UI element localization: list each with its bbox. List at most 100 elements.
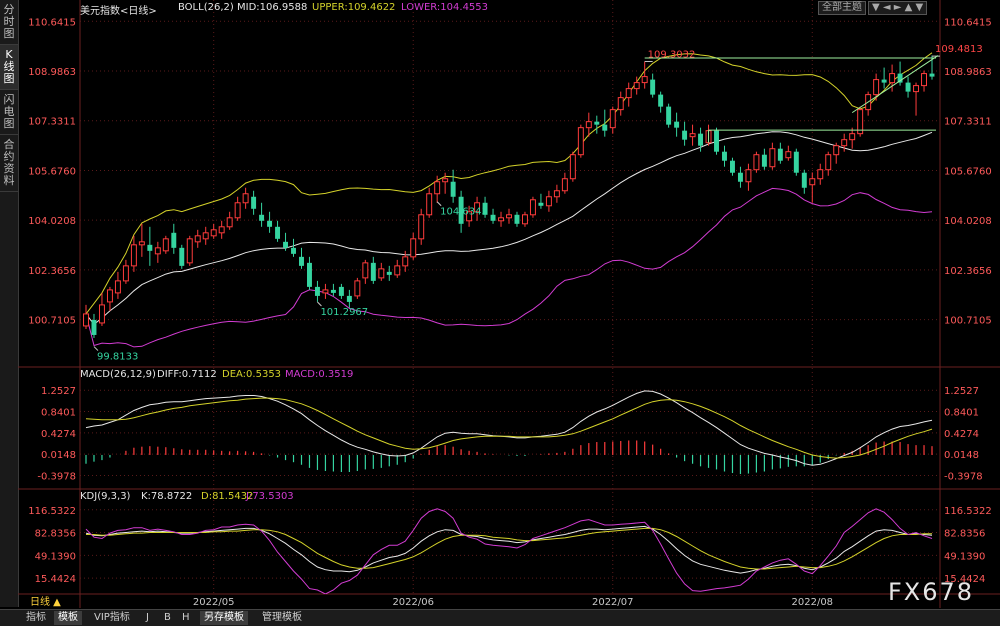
- tab-h[interactable]: H: [182, 612, 190, 623]
- candle-body-up: [114, 280, 121, 294]
- macd-right-tick: 0.4274: [944, 429, 979, 440]
- candle-body-down: [299, 256, 304, 266]
- candle-body-down: [650, 79, 656, 95]
- candle-body-up: [889, 73, 896, 84]
- candle-body-up: [833, 145, 840, 156]
- candle-body-up: [378, 268, 385, 279]
- candle-body-down: [330, 289, 336, 293]
- x-axis-label: 2022/08: [792, 597, 834, 608]
- tab-save-template[interactable]: 另存模板: [200, 611, 248, 625]
- candle-body-up: [689, 133, 696, 138]
- main-left-tick: 107.3311: [28, 117, 76, 128]
- candle-body-up: [529, 199, 536, 216]
- candle-body-up: [442, 178, 449, 183]
- candle-body-down: [714, 130, 719, 152]
- kdj-title: KDJ(9,3,3): [80, 491, 131, 502]
- candle-body-up: [873, 79, 880, 96]
- kdj-d-line: [86, 527, 932, 570]
- candle-body-down: [267, 220, 273, 227]
- nav-arrow-buttons[interactable]: ▼ ◄ ► ▲ ▼: [868, 1, 928, 15]
- candle-body-up: [641, 76, 648, 84]
- candle-body-down: [306, 262, 312, 287]
- main-left-tick: 100.7105: [28, 316, 76, 327]
- candle-body-down: [658, 94, 664, 107]
- boll-upper-value: UPPER:109.4622: [312, 2, 396, 13]
- main-right-tick: 105.6760: [944, 166, 992, 177]
- candle-body-down: [793, 151, 799, 173]
- macd-left-tick: 0.8401: [41, 408, 76, 419]
- boll-lower-line: [85, 187, 933, 348]
- candle-body-up: [194, 235, 201, 243]
- main-left-tick: 108.9863: [28, 67, 76, 78]
- main-left-tick: 105.6760: [28, 166, 76, 177]
- candle-body-up: [817, 169, 824, 180]
- side-tab-minute[interactable]: 分 时 图: [0, 0, 18, 45]
- period-selector[interactable]: 日线 ▲: [30, 597, 61, 608]
- candle-body-up: [913, 85, 920, 93]
- macd-diff-value: DIFF:0.7112: [157, 369, 217, 380]
- tab-template[interactable]: 模板: [54, 611, 82, 625]
- candle-body-down: [777, 148, 783, 161]
- main-left-tick: 102.3656: [28, 266, 76, 277]
- side-tab-contract-info[interactable]: 合 约 资 料: [0, 135, 18, 192]
- candle-body-up: [234, 202, 241, 219]
- candle-body-down: [737, 172, 743, 182]
- candle-body-down: [314, 286, 320, 296]
- side-tab-kline[interactable]: K 线 图: [0, 45, 18, 90]
- tab-manage-template[interactable]: 管理模板: [262, 612, 302, 623]
- candle-body-down: [179, 247, 185, 266]
- candle-body-down: [905, 82, 911, 92]
- tab-b[interactable]: B: [164, 612, 171, 623]
- candle-body-down: [897, 73, 903, 83]
- side-tab-flash[interactable]: 闪 电 图: [0, 90, 18, 135]
- candle-body-up: [354, 280, 361, 297]
- tab-vip-indicator[interactable]: VIP指标: [94, 612, 130, 623]
- candle-body-down: [346, 295, 352, 302]
- macd-value: MACD:0.3519: [285, 369, 354, 380]
- tab-j[interactable]: J: [146, 612, 149, 623]
- candle-body-up: [617, 97, 624, 111]
- chart-canvas[interactable]: 110.6415 110.6415 108.9863 108.9863 107.3311…: [18, 0, 1000, 608]
- candle-body-down: [91, 319, 97, 335]
- candle-body-up: [506, 214, 512, 219]
- candle-body-up: [569, 154, 576, 180]
- boll-mid-value: MID:106.9588: [237, 2, 308, 13]
- candle-body-up: [466, 211, 473, 222]
- candle-body-up: [553, 190, 560, 198]
- candle-body-down: [338, 286, 344, 296]
- x-axis-label: 2022/05: [193, 597, 235, 608]
- price-annotation-low: 99.8133: [97, 352, 138, 363]
- kdj-k-value: K:78.8722: [141, 491, 193, 502]
- candle-body-up: [162, 238, 169, 252]
- macd-left-tick: 0.4274: [41, 429, 76, 440]
- kdj-left-tick: 49.1390: [35, 551, 76, 562]
- tab-indicator[interactable]: 指标: [26, 612, 46, 623]
- candle-body-up: [825, 154, 832, 171]
- macd-left-tick: 1.2527: [41, 386, 76, 397]
- macd-diff-line: [85, 390, 933, 466]
- candle-body-up: [106, 289, 113, 303]
- candle-body-up: [545, 196, 552, 207]
- kdj-right-tick: 116.5322: [944, 506, 992, 517]
- candle-body-up: [154, 247, 161, 255]
- kdj-right-tick: 49.1390: [944, 551, 985, 562]
- price-annotation-low: 104.6343: [440, 207, 488, 218]
- candle-body-down: [761, 154, 767, 167]
- candle-body-up: [474, 202, 481, 213]
- x-axis-label: 2022/06: [392, 597, 434, 608]
- candle-body-up: [394, 265, 401, 276]
- price-annotation-high: 109.3032: [648, 49, 696, 60]
- candle-body-down: [801, 172, 807, 188]
- main-left-tick: 104.0208: [28, 216, 76, 227]
- candle-body-up: [122, 265, 129, 282]
- macd-left-tick: 0.0148: [41, 450, 76, 461]
- main-right-tick: 108.9863: [944, 67, 992, 78]
- candle-body-up: [138, 241, 145, 246]
- candle-body-up: [130, 244, 137, 267]
- boll-upper-line: [85, 52, 933, 315]
- theme-dropdown[interactable]: 全部主题: [818, 1, 866, 15]
- candle-body-down: [171, 232, 177, 248]
- candle-body-up: [769, 148, 776, 168]
- candle-body-down: [594, 121, 600, 125]
- boll-lower-value: LOWER:104.4553: [401, 2, 489, 13]
